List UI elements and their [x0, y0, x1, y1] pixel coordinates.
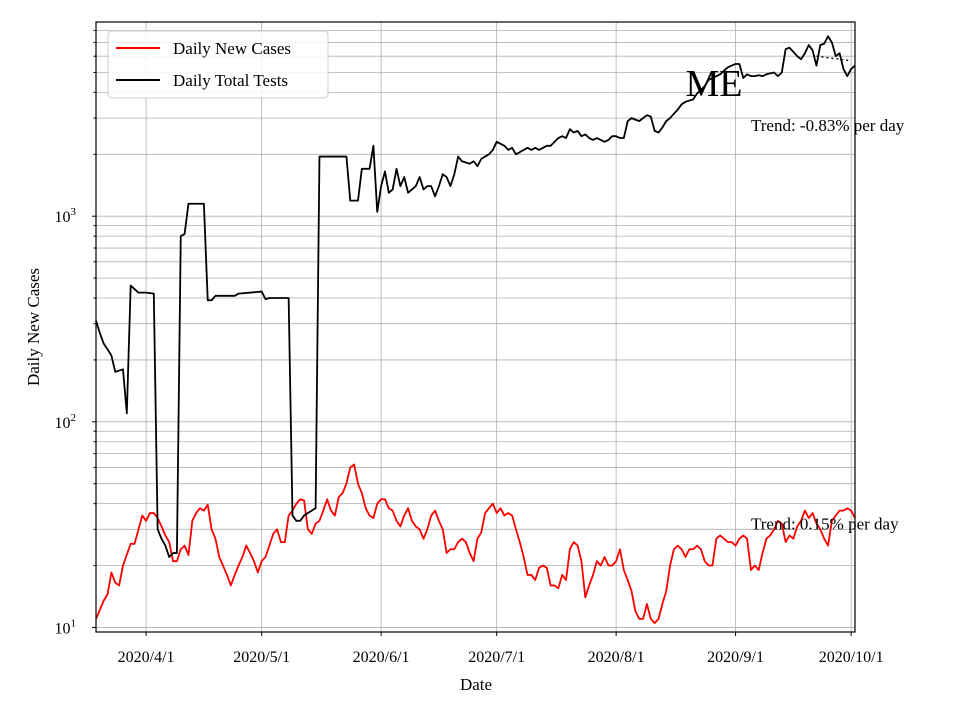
- series-layer: [95, 35, 856, 624]
- axes-frame: [95, 21, 856, 633]
- legend-label-daily-new-cases: Daily New Cases: [173, 39, 291, 58]
- legend-box: [107, 30, 329, 99]
- series-line-daily-total-tests: [95, 35, 856, 558]
- y-tick-label: 102: [55, 412, 77, 432]
- x-tick-label: 2020/4/1: [118, 649, 175, 666]
- annotations: Trend: -0.83% per day Trend: 0.15% per da…: [751, 116, 905, 533]
- y-tick-label: 101: [55, 617, 77, 637]
- trend-annotation: Trend: -0.83% per day: [751, 116, 905, 135]
- grid: [96, 22, 855, 632]
- y-tick-label: 103: [55, 206, 77, 226]
- trend-annotation: Trend: 0.15% per day: [751, 514, 899, 533]
- x-tick-label: 2020/5/1: [233, 649, 290, 666]
- legend-label-daily-total-tests: Daily Total Tests: [173, 71, 288, 90]
- x-tick-label: 2020/10/1: [819, 649, 884, 666]
- x-tick-label: 2020/6/1: [353, 649, 410, 666]
- trend-line: [816, 55, 852, 62]
- chart-title: ME: [686, 63, 743, 105]
- ticks: 2020/4/1 2020/5/1 2020/6/1 2020/7/1 2020/8/1…: [55, 30, 884, 666]
- x-tick-label: 2020/9/1: [707, 649, 764, 666]
- y-axis-label: Daily New Cases: [24, 268, 43, 386]
- series-line-daily-new-cases: [95, 463, 856, 624]
- legend: Daily New Cases Daily Total Tests: [107, 30, 329, 99]
- x-axis-label: Date: [460, 675, 492, 694]
- x-tick-label: 2020/7/1: [468, 649, 525, 666]
- x-tick-label: 2020/8/1: [588, 649, 645, 666]
